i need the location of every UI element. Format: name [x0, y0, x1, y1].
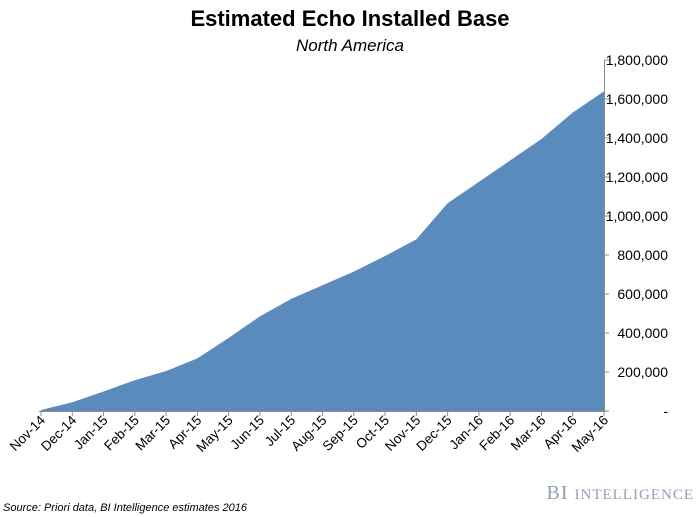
brand-logo: BI Intelligence	[547, 482, 694, 505]
y-tick-label: 200,000	[617, 364, 668, 380]
brand-bi: BI	[546, 482, 569, 504]
y-tick-label: 1,000,000	[606, 208, 668, 224]
x-tick-label: Sep-15	[320, 413, 361, 454]
y-tick-label: 400,000	[617, 325, 668, 341]
y-tick-label: 600,000	[617, 286, 668, 302]
chart-title: Estimated Echo Installed Base	[190, 6, 510, 31]
area-series	[41, 91, 604, 411]
y-tick-label: 1,400,000	[606, 130, 668, 146]
x-tick-label: Jun-15	[227, 413, 267, 453]
x-tick-label: Dec-15	[413, 413, 454, 454]
y-tick-label: 1,200,000	[606, 169, 668, 185]
source-note: Source: Priori data, BI Intelligence est…	[3, 502, 247, 514]
x-tick-label: Mar-15	[132, 413, 173, 454]
x-tick-label: Mar-16	[508, 413, 549, 454]
chart-subtitle: North America	[295, 36, 404, 55]
x-tick-label: Dec-14	[38, 412, 80, 454]
y-tick-label: -	[663, 403, 668, 419]
y-tick-label: 800,000	[617, 247, 668, 263]
y-tick-label: 1,600,000	[606, 91, 668, 107]
y-tick-label: 1,800,000	[606, 52, 668, 68]
brand-intelligence: Intelligence	[574, 487, 694, 503]
